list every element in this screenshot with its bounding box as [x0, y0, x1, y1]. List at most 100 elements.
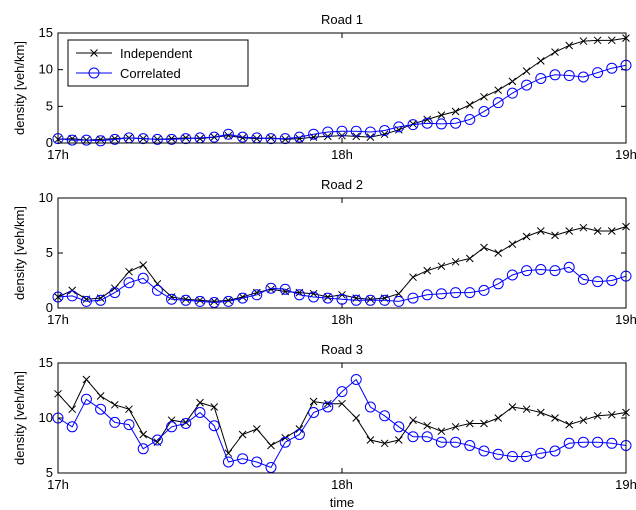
data-point	[421, 431, 433, 443]
x-tick-label: 17h	[47, 312, 69, 327]
data-point	[222, 456, 234, 468]
data-point	[210, 403, 219, 411]
y-tick-label: 0	[46, 135, 53, 150]
data-point	[222, 128, 234, 140]
data-point	[393, 121, 405, 133]
data-point	[308, 128, 320, 140]
data-point	[166, 293, 178, 305]
data-point	[522, 405, 531, 414]
y-axis-label: density [veh/km]	[12, 371, 27, 465]
data-point	[437, 427, 446, 436]
data-point	[166, 133, 178, 145]
data-point	[279, 133, 291, 145]
data-point	[180, 418, 192, 429]
data-point	[139, 430, 148, 439]
data-point	[364, 126, 376, 138]
data-point	[437, 111, 446, 119]
data-point	[506, 87, 518, 99]
data-point	[80, 295, 92, 307]
chart-title: Road 2	[321, 177, 363, 192]
data-point	[95, 135, 107, 147]
x-tick-label: 18h	[331, 312, 353, 327]
data-point	[549, 69, 561, 81]
y-axis-label: density [veh/km]	[12, 206, 27, 300]
data-point	[549, 265, 561, 277]
data-point	[606, 62, 618, 74]
data-point	[522, 232, 531, 241]
data-point	[323, 293, 332, 301]
data-point	[450, 117, 462, 129]
data-point	[394, 436, 403, 444]
data-point	[451, 422, 460, 431]
data-point	[563, 437, 575, 449]
data-point	[423, 421, 432, 430]
data-point	[80, 393, 92, 405]
data-point	[267, 285, 275, 294]
data-point	[521, 451, 533, 462]
data-point	[208, 131, 220, 143]
data-point	[267, 134, 275, 142]
data-point	[210, 297, 219, 306]
data-point	[293, 131, 305, 143]
data-point	[109, 133, 121, 145]
data-point	[407, 119, 419, 131]
data-point	[492, 97, 504, 109]
data-point	[421, 117, 433, 129]
data-point	[338, 290, 346, 299]
data-point	[565, 227, 574, 235]
legend-marker	[90, 49, 98, 57]
legend-label: Independent	[120, 46, 193, 61]
data-point	[96, 392, 105, 400]
series-line	[57, 378, 627, 455]
data-point	[180, 294, 192, 306]
y-tick-label: 10	[39, 190, 53, 205]
y-tick-label: 0	[46, 300, 53, 315]
data-point	[350, 294, 362, 306]
data-point	[579, 223, 588, 232]
data-point	[407, 431, 419, 443]
data-point	[237, 131, 249, 143]
data-point	[181, 134, 190, 142]
data-point	[379, 125, 391, 137]
data-point	[336, 386, 348, 398]
data-point	[592, 436, 604, 448]
data-point	[565, 41, 574, 50]
data-point	[309, 289, 318, 298]
data-point	[323, 132, 332, 141]
data-point	[180, 133, 192, 145]
data-point	[336, 125, 348, 137]
data-point	[551, 231, 559, 240]
data-point	[151, 434, 163, 446]
data-point	[508, 403, 517, 411]
data-point	[451, 257, 460, 266]
data-point	[409, 416, 417, 425]
data-point	[322, 292, 334, 304]
chart-title: Road 3	[321, 342, 363, 357]
data-point	[563, 70, 575, 82]
data-point	[579, 37, 588, 45]
data-point	[607, 227, 616, 235]
data-point	[606, 275, 618, 286]
x-tick-label: 18h	[331, 147, 353, 162]
data-point	[592, 67, 604, 79]
data-point	[494, 86, 503, 95]
data-point	[137, 443, 149, 455]
data-point	[380, 439, 389, 448]
data-point	[435, 436, 447, 448]
data-point	[95, 294, 107, 306]
data-point	[338, 399, 346, 408]
data-point	[549, 445, 561, 457]
data-point	[251, 456, 263, 468]
data-point	[309, 397, 318, 406]
data-point	[606, 437, 618, 449]
data-point	[66, 421, 78, 433]
y-tick-label: 5	[46, 98, 53, 113]
legend-marker	[88, 67, 100, 79]
y-tick-label: 15	[39, 25, 53, 40]
data-point	[593, 227, 602, 235]
data-point	[139, 261, 148, 269]
x-tick-label: 19h	[615, 312, 636, 327]
y-tick-label: 5	[46, 245, 53, 260]
data-point	[96, 135, 105, 144]
data-point	[536, 408, 545, 417]
